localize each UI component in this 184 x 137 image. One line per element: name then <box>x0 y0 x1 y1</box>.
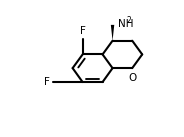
Text: 2: 2 <box>126 16 131 25</box>
Text: NH: NH <box>118 19 134 29</box>
Text: O: O <box>128 73 136 83</box>
Polygon shape <box>111 25 114 41</box>
Text: F: F <box>43 77 49 87</box>
Text: F: F <box>80 26 86 36</box>
